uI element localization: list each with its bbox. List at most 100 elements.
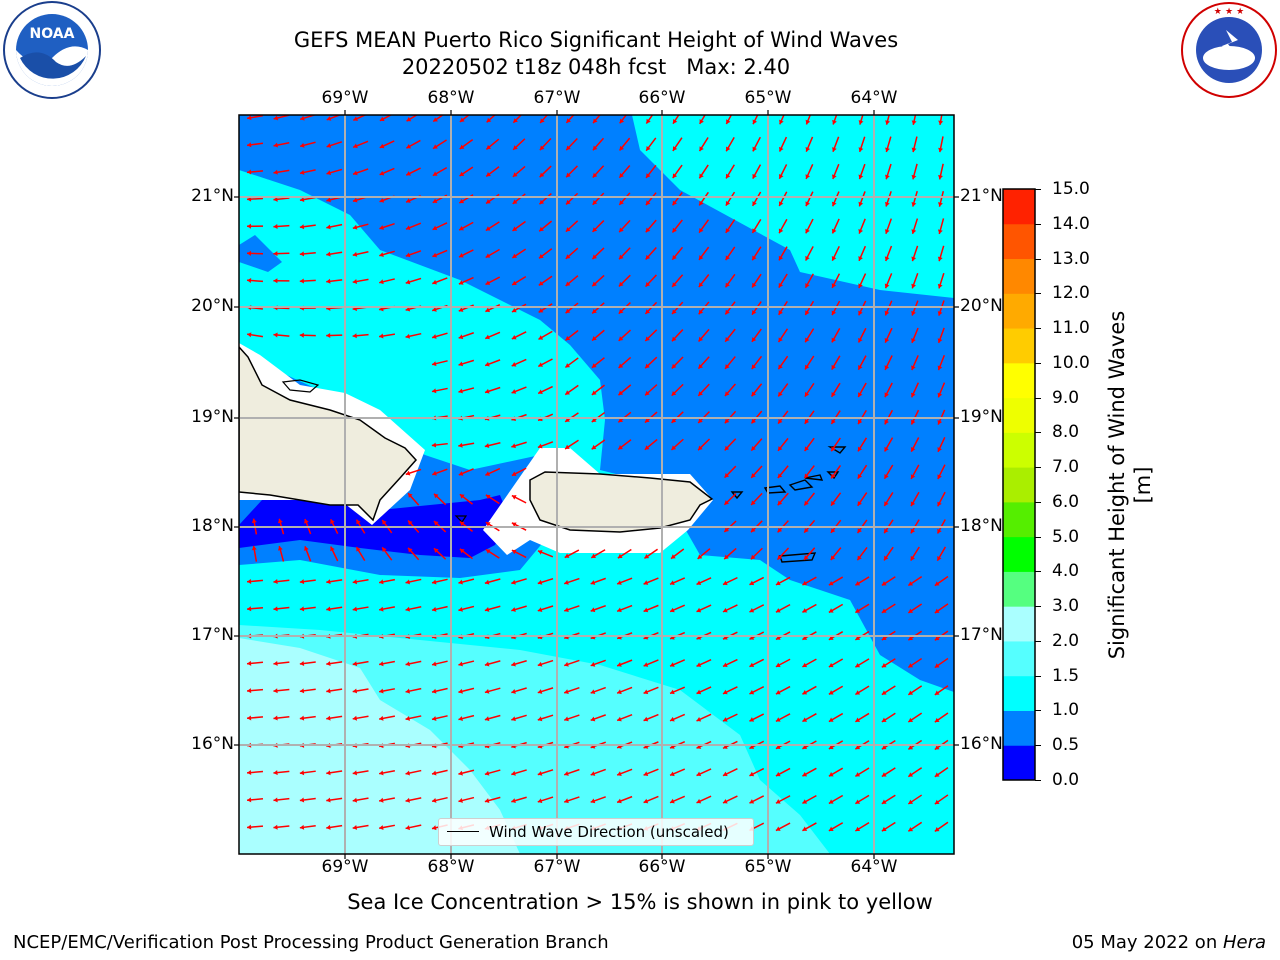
wave-arrow-head (458, 442, 463, 448)
wave-arrow-head (564, 771, 569, 776)
wave-arrow-head (619, 254, 624, 260)
wave-arrow-head (804, 446, 810, 452)
map-gridlines (239, 115, 954, 854)
wave-arrow-head (538, 308, 544, 313)
wave-arrow-head (458, 471, 464, 476)
wave-arrow-head (566, 118, 571, 123)
wave-arrow-head (857, 528, 862, 534)
wave-arrow-head (749, 717, 755, 722)
wave-arrow-head (617, 607, 622, 613)
wave-arrow-head (564, 553, 570, 558)
wave-arrow-head (881, 826, 887, 832)
wave-arrow-head (805, 174, 811, 179)
wave-arrow-head (485, 522, 491, 527)
wave-arrow-head (511, 798, 516, 804)
wave-arrow-head (432, 252, 438, 258)
colorbar-tick-label: 4.0 (1052, 561, 1080, 582)
wave-arrow-head (485, 226, 491, 231)
wave-arrow-head (486, 144, 492, 150)
wave-arrow-head (749, 662, 755, 668)
wave-arrow-head (911, 338, 916, 343)
wave-arrow-head (431, 388, 437, 394)
wave-arrow-head (617, 662, 622, 667)
wave-arrow-head (511, 689, 516, 694)
wave-arrow-head (352, 224, 358, 230)
wave-arrow-head (247, 606, 252, 612)
wave-arrow-head (722, 662, 728, 667)
wave-arrow-head (831, 256, 837, 261)
wave-arrow-head (881, 799, 887, 804)
wave-arrow-head (775, 826, 781, 831)
wave-arrow-head (459, 144, 465, 149)
wave-arrow-head (908, 799, 914, 804)
wave-arrow-head (725, 173, 731, 179)
wave-arrow-head (911, 147, 917, 153)
wave-arrow-head (749, 771, 755, 777)
wave-arrow-head (273, 824, 278, 830)
wave-arrow-head (644, 554, 650, 559)
lon-label-top: 69°W (321, 88, 369, 108)
wave-arrow-head (565, 363, 571, 368)
wave-arrow-head (643, 580, 649, 585)
wave-arrow-head (643, 798, 649, 804)
wave-arrow-head (326, 278, 331, 284)
wave-arrow-head (405, 606, 411, 612)
colorbar-tick (1035, 189, 1041, 190)
wave-arrow-head (722, 635, 728, 640)
wave-arrow-head (725, 336, 730, 342)
wave-arrow-head (304, 546, 309, 551)
wave-arrow-head (273, 579, 278, 585)
wave-arrow-head (644, 445, 650, 450)
colorbar-tick (1035, 432, 1041, 434)
wave-arrow-head (247, 332, 252, 338)
wave-arrow-head (778, 337, 783, 343)
wave-arrow-head (459, 225, 464, 231)
wave-arrow-head (591, 553, 597, 558)
wave-arrow-head (778, 282, 784, 288)
wave-arrow-head (831, 283, 837, 288)
colorbar-tick (1035, 710, 1041, 712)
wave-arrow-head (749, 689, 755, 695)
wave-arrow-head (726, 119, 731, 125)
wave-arrow-head (934, 799, 940, 805)
wave-arrow-head (511, 471, 517, 476)
wave-arrow-head (802, 799, 808, 804)
wave-arrow-head (458, 770, 463, 776)
wave-arrow-head (670, 744, 675, 749)
wave-arrow-head (326, 579, 331, 585)
wave-arrow-head (565, 254, 571, 259)
wave-arrow-head (775, 799, 781, 804)
lat-label-right: 21°N (960, 186, 1003, 206)
wave-arrow-head (352, 279, 358, 284)
wave-arrow-head (512, 226, 518, 231)
wave-arrow-head (750, 554, 756, 560)
wave-arrow-head (670, 771, 675, 777)
wave-arrow-head (805, 255, 810, 261)
wave-arrow-head (725, 309, 730, 315)
wave-arrow-head (484, 716, 490, 722)
wave-arrow-head (831, 201, 837, 207)
wave-arrow-head (831, 228, 837, 234)
lon-label-bottom: 67°W (533, 857, 581, 877)
wave-arrow-head (804, 419, 810, 424)
colorbar-tick-label: 1.0 (1052, 700, 1080, 721)
wave-arrow-head (885, 174, 890, 180)
wave-arrow-head (911, 120, 917, 125)
puerto-rico-land (529, 471, 714, 533)
wave-arrow-head (379, 116, 385, 122)
wave-arrow-head (910, 474, 916, 479)
colorbar-segment (1003, 293, 1035, 329)
wave-arrow-head (671, 336, 677, 342)
wave-arrow-head (537, 607, 543, 612)
colorbar-tick-label: 7.0 (1052, 457, 1080, 478)
wave-arrow-head (564, 661, 569, 667)
colorbar-segment (1003, 397, 1035, 433)
wave-arrow-head (247, 169, 252, 175)
colorbar (1002, 188, 1036, 781)
wave-arrow-head (539, 199, 545, 205)
wave-arrow-head (433, 117, 438, 122)
wave-arrow-head (617, 634, 622, 640)
wave-arrow-head (379, 606, 384, 612)
wave-arrow-head (299, 606, 305, 612)
colorbar-tick (1035, 536, 1041, 538)
